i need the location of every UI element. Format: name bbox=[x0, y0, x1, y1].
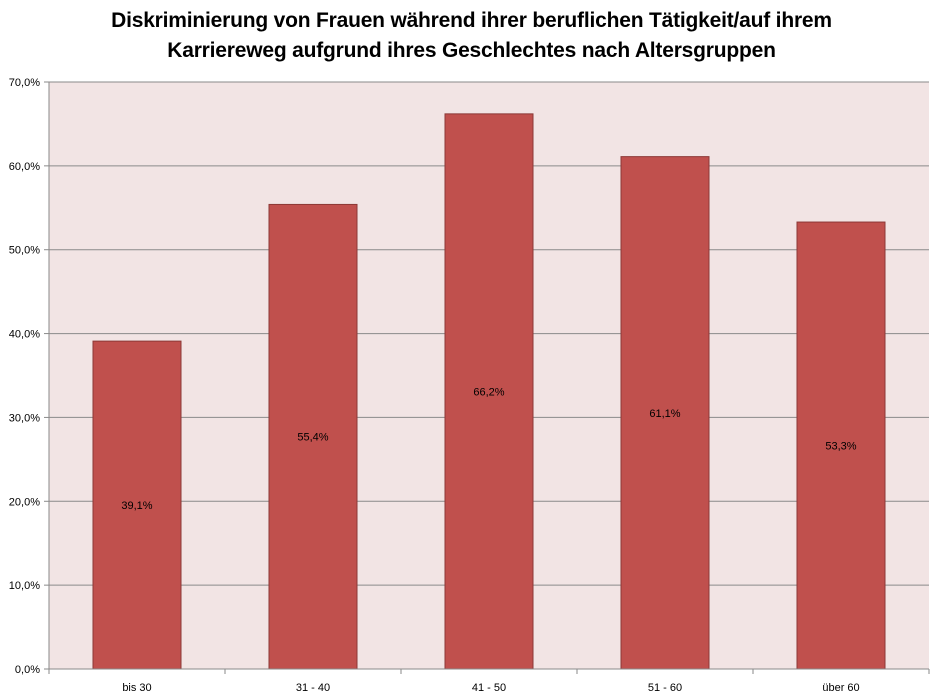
y-tick-labels: 0,0% 10,0% 20,0% 30,0% 40,0% 50,0% 60,0% 70,0% bbox=[9, 77, 40, 676]
x-tick-label: 51 - 60 bbox=[648, 682, 682, 694]
y-tick-label: 50,0% bbox=[9, 245, 40, 257]
data-label: 53,3% bbox=[825, 441, 856, 453]
x-tick-label: bis 30 bbox=[122, 682, 151, 694]
x-tick-label: über 60 bbox=[822, 682, 859, 694]
x-tick-label: 31 - 40 bbox=[296, 682, 330, 694]
data-label: 39,1% bbox=[121, 500, 152, 512]
axes bbox=[44, 81, 930, 674]
data-label: 66,2% bbox=[473, 386, 504, 398]
data-label: 55,4% bbox=[297, 432, 328, 444]
x-tick-label: 41 - 50 bbox=[472, 682, 506, 694]
y-tick-label: 10,0% bbox=[9, 580, 40, 592]
bar bbox=[796, 221, 886, 670]
y-tick-label: 60,0% bbox=[9, 161, 40, 173]
chart-title-line-1: Diskriminierung von Frauen während ihrer… bbox=[111, 9, 832, 32]
chart-title-line-2: Karriereweg aufgrund ihres Geschlechtes … bbox=[167, 39, 776, 62]
y-tick-label: 0,0% bbox=[15, 664, 40, 676]
data-label: 61,1% bbox=[649, 408, 680, 420]
y-tick-label: 40,0% bbox=[9, 329, 40, 341]
y-tick-label: 70,0% bbox=[9, 77, 40, 89]
bars bbox=[92, 113, 886, 670]
y-tick-label: 20,0% bbox=[9, 496, 40, 508]
x-tick-labels: bis 30 31 - 40 41 - 50 51 - 60 über 60 bbox=[122, 682, 859, 694]
chart-title: Diskriminierung von Frauen während ihrer… bbox=[0, 6, 943, 66]
y-tick-label: 30,0% bbox=[9, 412, 40, 424]
data-labels: 39,1% 55,4% 66,2% 61,1% 53,3% bbox=[121, 386, 856, 512]
